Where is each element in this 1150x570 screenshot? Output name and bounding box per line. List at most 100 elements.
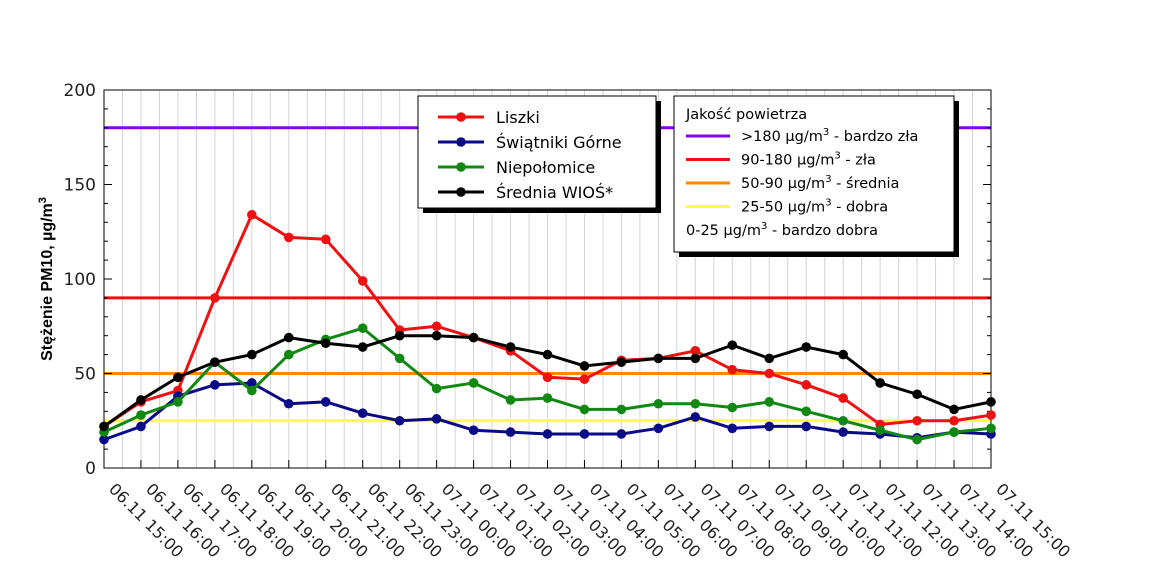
air-quality-legend: Jakość powietrza >180 µg/m3 - bardzo zła 9…	[673, 95, 959, 257]
data-point	[838, 349, 848, 360]
data-point	[283, 349, 294, 360]
data-point	[357, 342, 368, 352]
data-point	[579, 429, 590, 439]
data-point	[136, 410, 146, 420]
data-point	[210, 293, 220, 303]
data-point	[579, 404, 590, 415]
data-point	[542, 372, 553, 383]
data-point	[210, 380, 220, 390]
data-point	[653, 398, 664, 409]
y-tick-label: 150	[64, 176, 96, 196]
legend-marker	[456, 112, 466, 122]
legend-label: Niepołomice	[496, 158, 595, 177]
data-point	[801, 380, 812, 390]
y-tick-label: 200	[64, 81, 96, 101]
y-tick-label: 100	[64, 270, 96, 290]
aq-legend-label: 90-180 µg/m3 - zła	[741, 151, 876, 169]
data-point	[247, 349, 257, 360]
data-point	[616, 429, 627, 439]
data-point	[949, 404, 959, 415]
y-tick-label: 50	[74, 365, 96, 385]
legend-marker	[456, 187, 466, 197]
data-point	[764, 353, 775, 364]
data-point	[986, 397, 996, 407]
data-point	[653, 353, 664, 364]
data-point	[875, 378, 885, 388]
data-point	[136, 395, 146, 405]
data-point	[173, 372, 183, 383]
data-point	[542, 393, 553, 403]
aq-legend-label: 50-90 µg/m3 - średnia	[741, 174, 899, 192]
aq-legend-label: >180 µg/m3 - bardzo zła	[741, 127, 918, 145]
data-point	[505, 395, 516, 405]
data-point	[764, 397, 775, 407]
data-point	[357, 323, 368, 333]
data-point	[247, 385, 257, 396]
data-point	[431, 414, 442, 424]
data-point	[99, 421, 109, 432]
data-point	[912, 434, 922, 445]
aq-legend-label: 25-50 µg/m3 - dobra	[741, 198, 888, 216]
data-point	[505, 427, 516, 437]
data-point	[431, 321, 442, 332]
legend-label: Świątniki Górne	[496, 133, 622, 152]
data-point	[394, 353, 405, 364]
data-point	[912, 415, 922, 426]
aq-legend-title: Jakość powietrza	[685, 107, 807, 123]
data-point	[838, 415, 848, 426]
data-point	[690, 412, 701, 422]
y-axis-label: Stężenie PM10, µg/m3	[37, 197, 56, 361]
data-point	[247, 209, 257, 220]
data-point	[801, 406, 812, 417]
data-point	[727, 402, 738, 413]
data-point	[394, 330, 405, 341]
data-point	[320, 338, 331, 349]
data-point	[949, 427, 959, 437]
data-point	[616, 357, 627, 367]
data-point	[838, 393, 848, 403]
data-point	[579, 361, 590, 371]
data-point	[468, 425, 479, 436]
data-point	[357, 276, 368, 286]
series-lines	[99, 209, 996, 445]
data-point	[394, 415, 405, 426]
aq-legend-box	[673, 95, 955, 253]
data-point	[838, 427, 848, 437]
aq-legend-label: 0-25 µg/m3 - bardzo dobra	[686, 221, 878, 239]
legend-marker	[456, 162, 466, 172]
legend-label: Liszki	[496, 108, 540, 127]
data-point	[320, 397, 331, 407]
data-point	[579, 374, 590, 384]
data-point	[764, 421, 775, 432]
data-point	[283, 332, 294, 343]
data-point	[949, 415, 959, 426]
data-point	[431, 330, 442, 341]
data-point	[986, 423, 996, 434]
data-point	[801, 342, 812, 352]
data-point	[542, 349, 553, 360]
y-tick-label: 0	[85, 459, 96, 479]
data-point	[801, 421, 812, 432]
data-point	[173, 397, 183, 407]
data-point	[690, 398, 701, 409]
series-legend: Liszki Świątniki Górne Niepołomice Średnia …	[417, 95, 661, 213]
data-point	[727, 364, 738, 375]
data-point	[690, 353, 701, 364]
data-point	[764, 368, 775, 379]
legend-marker	[456, 137, 466, 147]
data-point	[99, 434, 109, 445]
data-point	[542, 429, 553, 439]
legend-label: Średnia WIOŚ*	[496, 183, 613, 202]
y-axis-label-sup: 3	[37, 197, 49, 203]
data-point	[690, 346, 701, 356]
data-point	[136, 421, 146, 432]
data-point	[247, 378, 257, 388]
data-point	[210, 357, 220, 367]
data-point	[468, 332, 479, 343]
data-point	[875, 425, 885, 436]
data-point	[616, 404, 627, 415]
data-point	[986, 410, 996, 420]
y-axis-label-text: Stężenie PM10, µg/m	[39, 203, 56, 361]
